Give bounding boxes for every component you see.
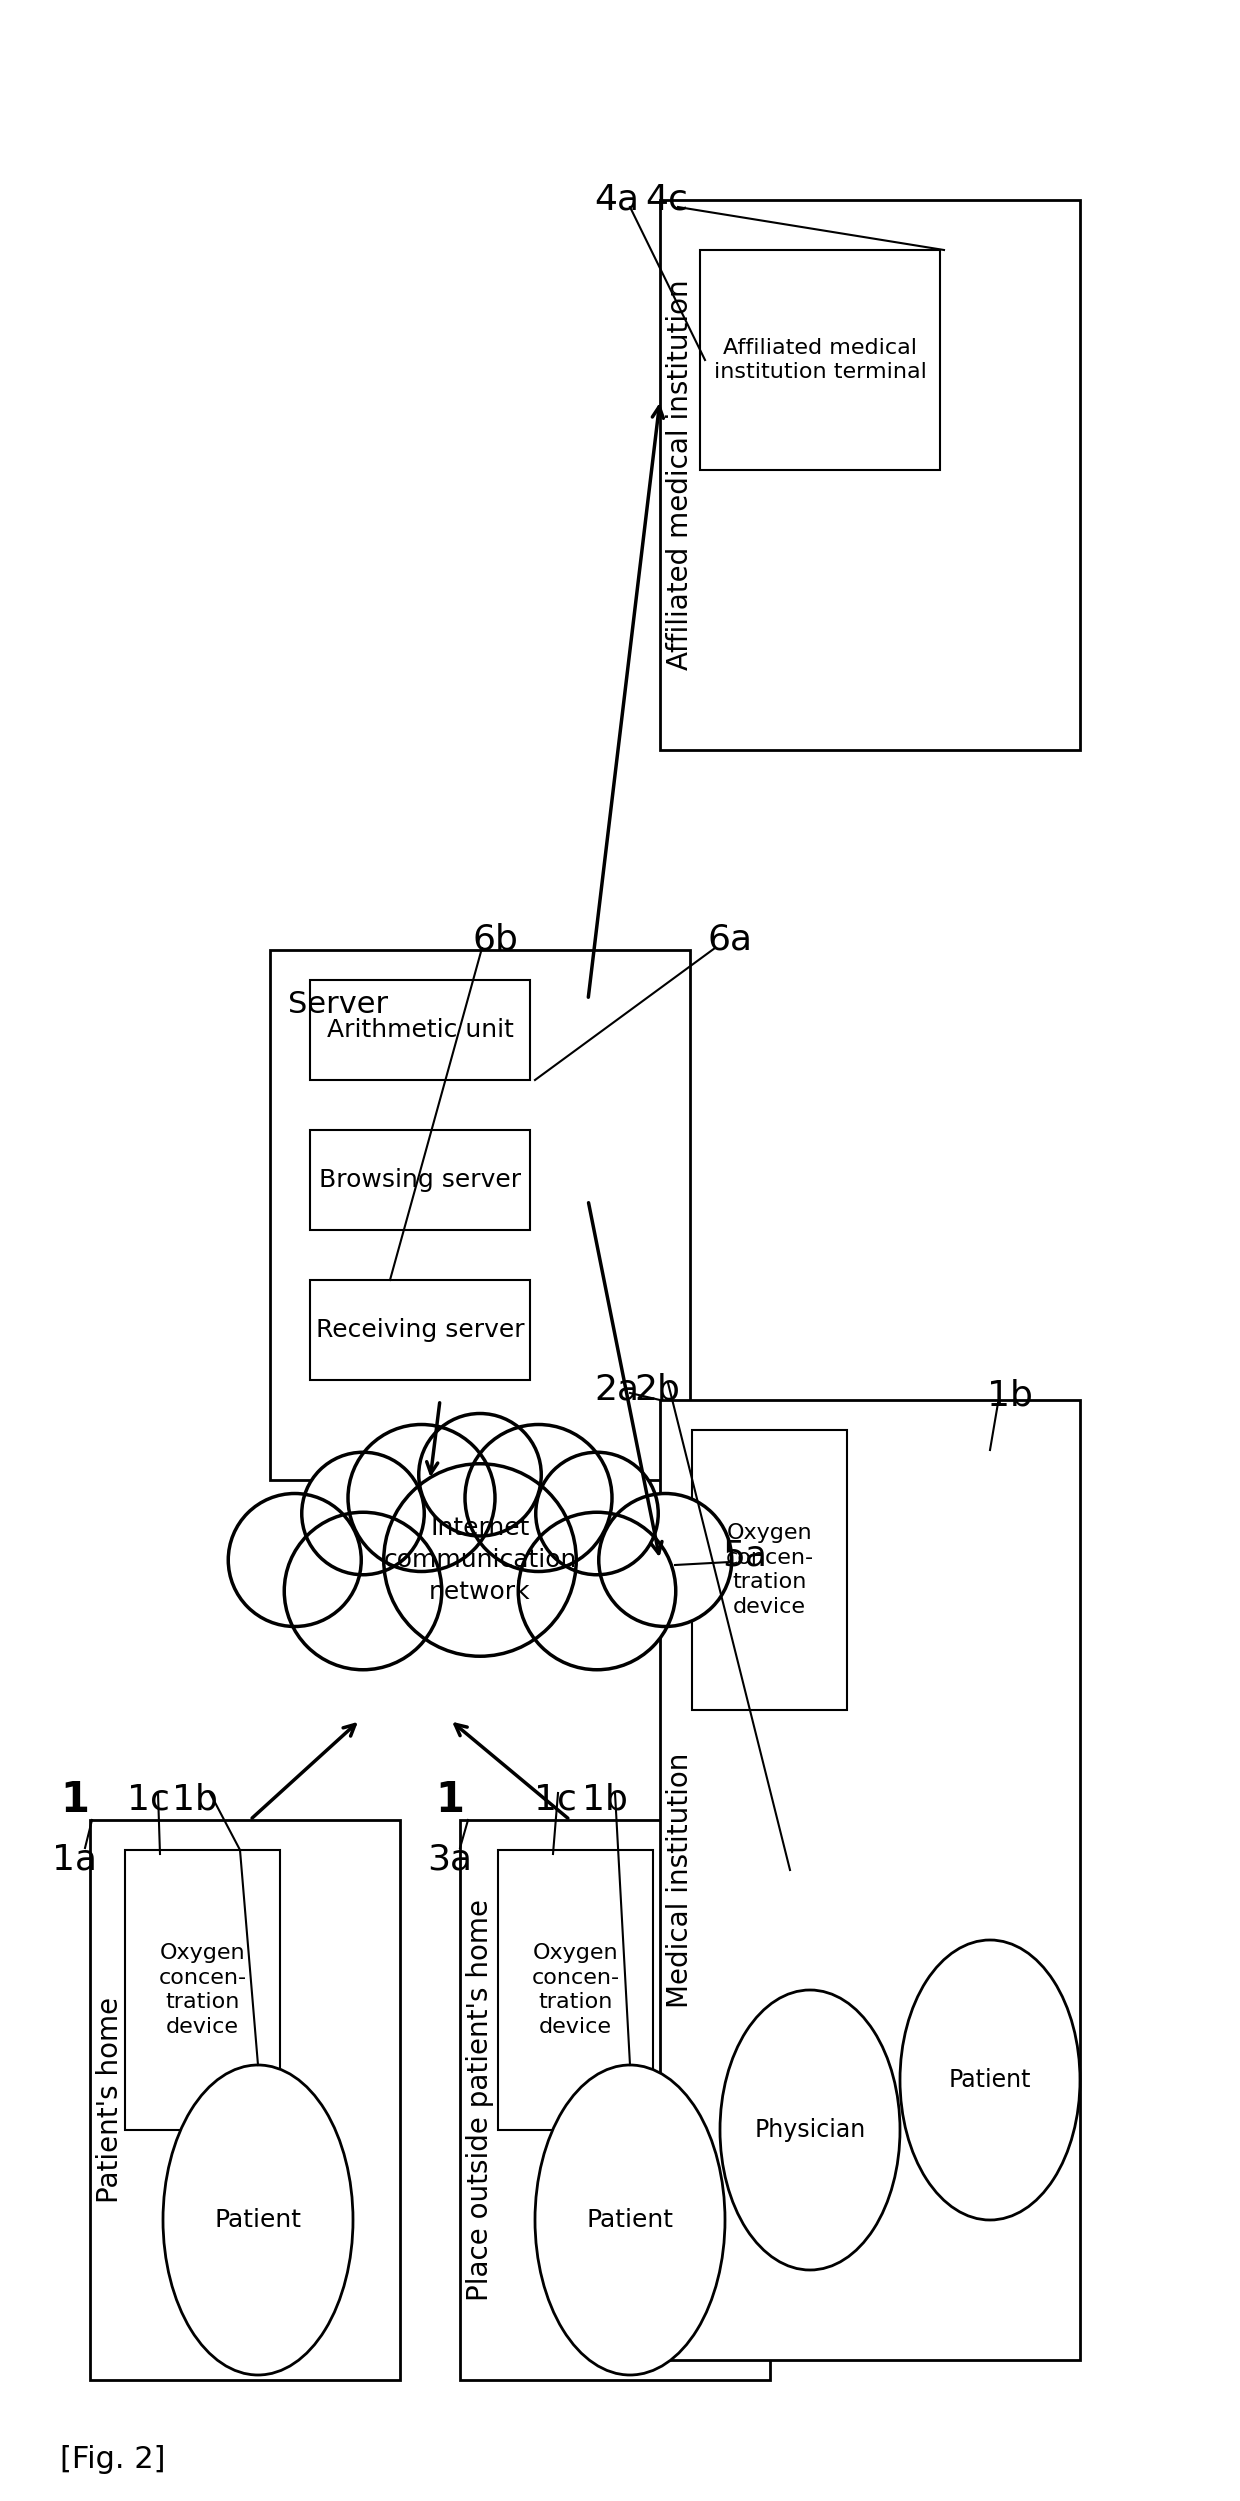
Text: [Fig. 2]: [Fig. 2] — [60, 2446, 165, 2473]
Text: Place outside patient's home: Place outside patient's home — [466, 1898, 494, 2301]
Text: 3a: 3a — [428, 1843, 472, 1876]
Text: 4a: 4a — [594, 183, 640, 218]
Text: Affiliated medical
institution terminal: Affiliated medical institution terminal — [713, 338, 926, 383]
Circle shape — [383, 1463, 577, 1656]
Ellipse shape — [720, 1991, 900, 2271]
Text: 1: 1 — [435, 1778, 465, 1821]
Text: 1c: 1c — [533, 1783, 577, 1818]
Bar — [460, 1821, 770, 2381]
Bar — [660, 200, 1080, 750]
Text: 1b: 1b — [172, 1783, 218, 1818]
Text: 1b: 1b — [987, 1378, 1033, 1413]
Text: Server: Server — [288, 990, 388, 1018]
Text: 6b: 6b — [472, 923, 518, 958]
Circle shape — [536, 1453, 658, 1576]
Bar — [310, 980, 529, 1080]
Text: Physician: Physician — [754, 2118, 866, 2141]
Text: Oxygen
concen-
tration
device: Oxygen concen- tration device — [532, 1943, 620, 2038]
Text: 5a: 5a — [723, 1538, 768, 1573]
Text: Internet
communication
network: Internet communication network — [383, 1516, 577, 1603]
Bar — [270, 950, 689, 1481]
Text: Patient's home: Patient's home — [95, 1996, 124, 2203]
Bar — [310, 1130, 529, 1230]
Bar — [701, 250, 940, 470]
Text: 6a: 6a — [708, 923, 753, 958]
Circle shape — [419, 1413, 541, 1536]
Text: 1: 1 — [61, 1778, 89, 1821]
Bar — [310, 1281, 529, 1381]
Text: 2b: 2b — [634, 1373, 680, 1408]
Bar — [692, 1431, 847, 1711]
Text: Patient: Patient — [949, 2068, 1032, 2091]
Ellipse shape — [162, 2066, 353, 2376]
Bar — [125, 1851, 280, 2131]
Bar — [498, 1851, 653, 2131]
Bar — [660, 1401, 1080, 2361]
Text: Affiliated medical institution: Affiliated medical institution — [666, 280, 694, 670]
Circle shape — [301, 1453, 424, 1576]
Bar — [91, 1821, 401, 2381]
Text: 1a: 1a — [52, 1843, 98, 1876]
Text: 2a: 2a — [594, 1373, 640, 1408]
Circle shape — [599, 1493, 732, 1626]
Circle shape — [284, 1513, 441, 1671]
Circle shape — [518, 1513, 676, 1671]
Text: Oxygen
concen-
tration
device: Oxygen concen- tration device — [725, 1523, 813, 1618]
Text: Oxygen
concen-
tration
device: Oxygen concen- tration device — [159, 1943, 247, 2038]
Ellipse shape — [900, 1941, 1080, 2221]
Circle shape — [228, 1493, 361, 1626]
Text: Receiving server: Receiving server — [316, 1318, 525, 1343]
Text: Patient: Patient — [215, 2208, 301, 2231]
Ellipse shape — [534, 2066, 725, 2376]
Text: Medical institution: Medical institution — [666, 1753, 694, 2008]
Text: 1b: 1b — [582, 1783, 627, 1818]
Text: 4c: 4c — [646, 183, 688, 218]
Text: 1c: 1c — [126, 1783, 170, 1818]
Text: Browsing server: Browsing server — [319, 1168, 521, 1193]
Circle shape — [465, 1426, 613, 1571]
Text: Arithmetic unit: Arithmetic unit — [326, 1018, 513, 1043]
Circle shape — [348, 1426, 495, 1571]
Text: Patient: Patient — [587, 2208, 673, 2231]
